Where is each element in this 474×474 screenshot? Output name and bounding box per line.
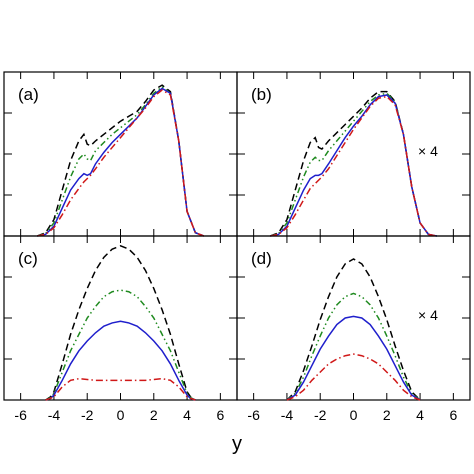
series-line-3 xyxy=(286,353,421,401)
panel-frame xyxy=(3,235,238,401)
panel-3: -6 -4 -2 0 2 4 6 (d) × 4 xyxy=(236,235,471,423)
panel-label: (c) xyxy=(18,249,38,268)
x-tick-label: -4 xyxy=(281,407,294,423)
series-line-2 xyxy=(286,315,421,401)
x-tick-label: 0 xyxy=(350,407,358,423)
x-tick-label: 2 xyxy=(383,407,391,423)
x-tick-label: 6 xyxy=(449,407,457,423)
x-tick-label: 4 xyxy=(416,407,424,423)
x-tick-label: -6 xyxy=(14,407,27,423)
panel-0: (a) xyxy=(3,71,238,237)
x-tick-label: 2 xyxy=(150,407,158,423)
panel-1: (b) × 4 xyxy=(236,71,471,237)
panel-label: (d) xyxy=(251,249,272,268)
series-line-1 xyxy=(45,289,196,401)
series-line-1 xyxy=(270,92,437,237)
x-tick-label: 6 xyxy=(216,407,224,423)
scale-annotation: × 4 xyxy=(418,307,438,323)
series-line-0 xyxy=(45,245,196,401)
x-axis-label: y xyxy=(232,433,242,455)
series-line-0 xyxy=(286,258,421,401)
scale-annotation: × 4 xyxy=(418,143,438,159)
x-tick-label: 0 xyxy=(117,407,125,423)
panel-label: (a) xyxy=(18,85,39,104)
series-line-3 xyxy=(45,377,196,401)
panel-frame xyxy=(3,71,238,237)
x-tick-label: -4 xyxy=(48,407,61,423)
series-line-3 xyxy=(37,89,204,237)
x-tick-label: 4 xyxy=(183,407,191,423)
x-tick-label: -6 xyxy=(247,407,260,423)
panel-2: -6 -4 -2 0 2 4 6 (c) xyxy=(3,235,238,423)
series-line-1 xyxy=(286,292,421,401)
x-tick-label: -2 xyxy=(314,407,327,423)
panel-label: (b) xyxy=(251,85,272,104)
x-tick-label: -2 xyxy=(81,407,94,423)
series-line-3 xyxy=(270,95,437,237)
series-line-0 xyxy=(37,84,204,237)
series-line-2 xyxy=(45,320,196,401)
panels-group: (a) (b) × 4 -6 -4 -2 0 2 4 6 (c) -6 -4 -2 0 2 4 6 (d) × 4 xyxy=(3,71,471,423)
